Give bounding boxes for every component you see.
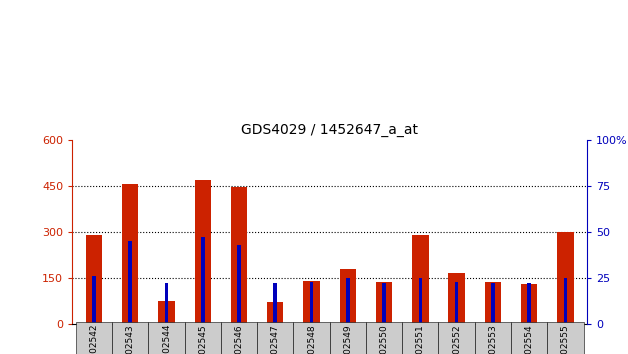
Title: GDS4029 / 1452647_a_at: GDS4029 / 1452647_a_at — [241, 124, 418, 137]
Bar — [438, 322, 475, 354]
Bar — [455, 281, 458, 324]
Bar — [148, 322, 185, 354]
Bar — [257, 322, 293, 354]
Bar — [511, 322, 547, 354]
Text: GSM402552: GSM402552 — [452, 324, 461, 354]
Bar — [521, 284, 538, 324]
Bar — [310, 281, 313, 324]
Bar — [340, 269, 356, 324]
Bar — [563, 278, 567, 324]
Bar — [92, 276, 96, 324]
Text: GSM402549: GSM402549 — [344, 324, 352, 354]
Bar — [158, 301, 175, 324]
Text: GSM402555: GSM402555 — [561, 324, 570, 354]
Text: GSM402554: GSM402554 — [524, 324, 534, 354]
Bar — [86, 235, 102, 324]
Bar — [201, 238, 205, 324]
Bar — [165, 284, 168, 324]
Text: GSM402550: GSM402550 — [379, 324, 389, 354]
Bar — [195, 180, 211, 324]
Bar — [293, 322, 330, 354]
Bar — [448, 273, 465, 324]
Bar — [366, 322, 402, 354]
Bar — [112, 322, 148, 354]
Bar — [221, 322, 257, 354]
Text: GSM402543: GSM402543 — [126, 324, 135, 354]
Bar — [122, 184, 138, 324]
Text: GSM402547: GSM402547 — [271, 324, 280, 354]
Bar — [491, 284, 495, 324]
Bar — [475, 322, 511, 354]
Text: GSM402542: GSM402542 — [89, 324, 99, 354]
Bar — [237, 245, 241, 324]
Bar — [273, 284, 277, 324]
Bar — [382, 284, 386, 324]
Bar — [129, 241, 132, 324]
Bar — [231, 187, 247, 324]
Bar — [267, 302, 283, 324]
Text: GSM402548: GSM402548 — [307, 324, 316, 354]
Bar — [402, 322, 438, 354]
Bar — [547, 322, 583, 354]
Text: GSM402553: GSM402553 — [489, 324, 497, 354]
Text: GSM402546: GSM402546 — [234, 324, 244, 354]
Text: GSM402545: GSM402545 — [198, 324, 207, 354]
Text: GSM402551: GSM402551 — [416, 324, 425, 354]
Bar — [412, 235, 428, 324]
Bar — [185, 322, 221, 354]
Bar — [418, 278, 422, 324]
Bar — [485, 282, 501, 324]
Bar — [528, 284, 531, 324]
Bar — [376, 282, 392, 324]
Bar — [330, 322, 366, 354]
Bar — [303, 281, 320, 324]
Bar — [557, 232, 573, 324]
Text: GSM402544: GSM402544 — [162, 324, 171, 354]
Bar — [346, 278, 350, 324]
Bar — [76, 322, 112, 354]
